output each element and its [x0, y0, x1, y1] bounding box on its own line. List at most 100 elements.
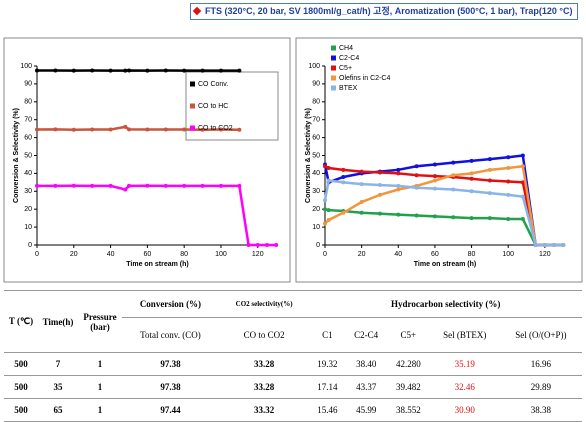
point	[182, 184, 186, 188]
point	[72, 69, 76, 73]
x-tick-label: 80	[468, 251, 476, 258]
point	[323, 164, 327, 168]
point	[201, 69, 205, 73]
y-tick-label: 10	[312, 224, 320, 231]
point	[506, 166, 510, 170]
cell: 45.99	[345, 399, 387, 422]
y-tick-label: 20	[24, 206, 32, 213]
y-tick-label: 40	[24, 170, 32, 177]
x-tick-label: 100	[215, 251, 227, 258]
col-header: Hydrocarbon selectivity (%)	[309, 291, 582, 318]
point	[396, 184, 400, 188]
point	[415, 213, 419, 217]
point	[360, 170, 364, 174]
cell: C2-C4	[345, 318, 387, 353]
col-header: T (℃)	[4, 291, 38, 353]
legend-label: BTEX	[339, 85, 358, 92]
y-tick-label: 0	[28, 242, 32, 249]
point	[127, 184, 131, 188]
point	[237, 69, 241, 73]
x-axis-label: Time on stream (h)	[126, 261, 189, 268]
legend-label: C5+	[339, 65, 352, 72]
y-tick-label: 30	[312, 188, 320, 195]
point	[396, 171, 400, 175]
y-tick-label: 30	[24, 188, 32, 195]
point	[378, 171, 382, 175]
legend-label: CH4	[339, 45, 353, 52]
point	[327, 218, 331, 222]
legend-swatch	[331, 76, 336, 81]
x-tick-label: 40	[107, 251, 115, 258]
y-tick-label: 90	[312, 81, 320, 88]
point	[360, 200, 364, 204]
legend-swatch	[331, 56, 336, 61]
point	[506, 155, 510, 159]
col-header: Pressure (bar)	[78, 291, 122, 353]
point	[265, 243, 269, 247]
y-tick-label: 70	[312, 117, 320, 124]
y-tick-label: 80	[312, 99, 320, 106]
point	[145, 184, 149, 188]
point	[109, 69, 113, 73]
point	[396, 213, 400, 217]
point	[360, 211, 364, 215]
cell: 500	[4, 376, 38, 399]
point	[488, 216, 492, 220]
point	[219, 184, 223, 188]
point	[201, 184, 205, 188]
point	[415, 186, 419, 190]
cell: 29.89	[500, 376, 582, 399]
point	[360, 182, 364, 186]
point	[506, 179, 510, 183]
cell: 39.482	[387, 376, 430, 399]
cell: Sel (BTEX)	[430, 318, 500, 353]
point	[521, 195, 525, 199]
point	[433, 214, 437, 218]
x-tick-label: 60	[143, 251, 151, 258]
point	[451, 215, 455, 219]
point	[433, 187, 437, 191]
point	[145, 69, 149, 73]
legend-label: Olefins in C2-C4	[339, 75, 390, 82]
cell: CO to CO2	[219, 318, 310, 353]
point	[396, 188, 400, 192]
point	[433, 174, 437, 178]
x-axis-label: Time on stream (h)	[414, 261, 477, 268]
point	[521, 164, 525, 168]
point	[488, 191, 492, 195]
point	[123, 69, 127, 73]
point	[433, 162, 437, 166]
point	[534, 243, 538, 247]
results-table: T (℃) Time(h) Pressure (bar) Conversion …	[4, 290, 582, 422]
point	[341, 168, 345, 172]
point	[90, 128, 94, 132]
x-tick-label: 0	[35, 251, 39, 258]
col-header: CO2 selectivity(%)	[219, 291, 310, 318]
point	[327, 166, 331, 170]
point	[433, 179, 437, 183]
point	[470, 216, 474, 220]
point	[451, 161, 455, 165]
x-tick-label: 40	[394, 251, 402, 258]
point	[323, 198, 327, 202]
point	[451, 173, 455, 177]
cell: 17.14	[309, 376, 345, 399]
x-tick-label: 80	[180, 251, 188, 258]
point	[256, 243, 260, 247]
legend-label: CO to HC	[198, 103, 228, 110]
point	[341, 180, 345, 184]
cell: 7	[38, 353, 78, 376]
point	[488, 168, 492, 172]
x-tick-label: 20	[358, 251, 366, 258]
cell: 1	[78, 353, 122, 376]
cell: Total conv. (CO)	[122, 318, 219, 353]
cell: Sel (O/(O+P))	[500, 318, 582, 353]
point	[470, 189, 474, 193]
cell: 38.552	[387, 399, 430, 422]
x-tick-label: 20	[70, 251, 78, 258]
point	[35, 184, 39, 188]
x-tick-label: 120	[539, 251, 551, 258]
